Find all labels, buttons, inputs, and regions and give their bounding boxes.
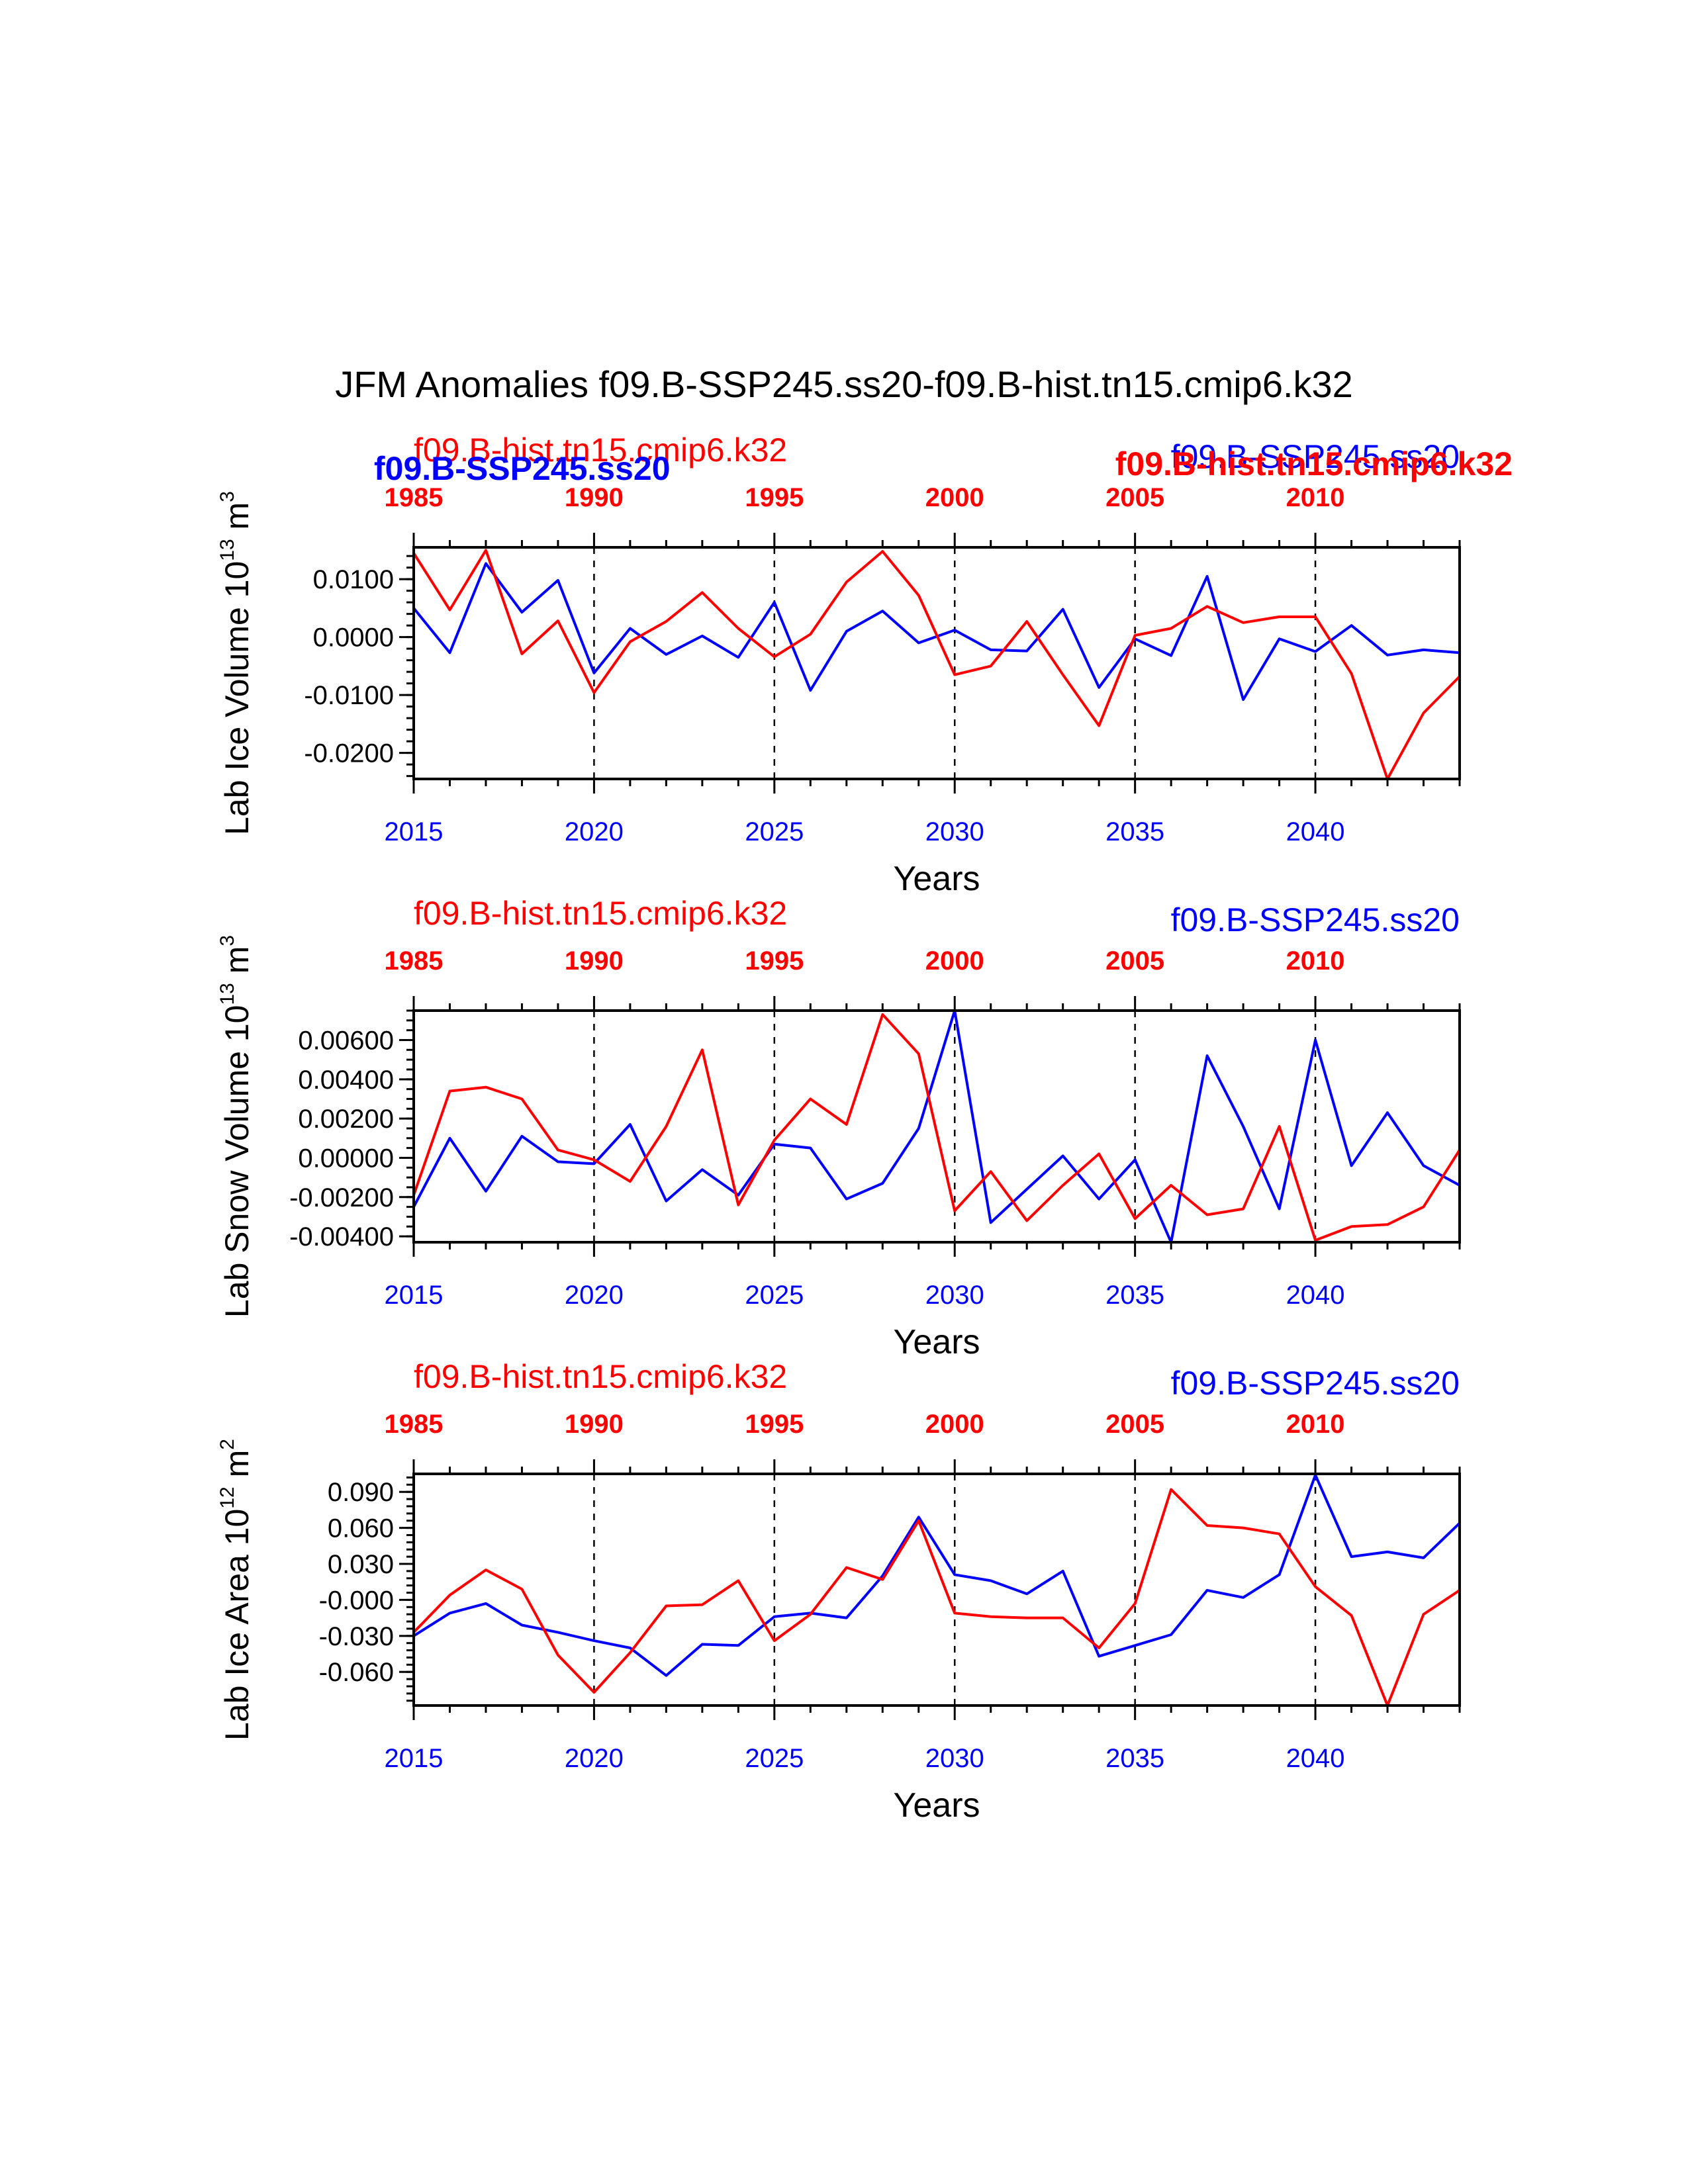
x-axis-title: Years	[893, 1786, 980, 1825]
x-tick-label-top: 1990	[565, 1410, 624, 1439]
plot-frame	[412, 546, 1461, 780]
panel-snow-volume: 2015 2020 2025 2030 2035 2040 1985 1990 1995 2000…	[216, 895, 1461, 1361]
x-tick-label: 2030	[925, 1744, 984, 1773]
x-tick-label-top: 2005	[1105, 946, 1164, 976]
y-tick-label: 0.060	[328, 1514, 394, 1543]
legend-label-hist: f09.B-hist.tn15.cmip6.k32	[414, 1358, 787, 1395]
x-tick-label-top: 1995	[745, 483, 804, 512]
figure-title: JFM Anomalies f09.B-SSP245.ss20-f09.B-hi…	[335, 363, 1353, 405]
legend-label-ssp: f09.B-SSP245.ss20	[1171, 438, 1460, 475]
x-tick-label-top: 1990	[565, 946, 624, 976]
y-tick-label: -0.000	[319, 1586, 394, 1615]
x-tick-label: 2040	[1286, 1744, 1345, 1773]
series-line-ssp	[412, 562, 1460, 702]
series-line-hist	[412, 549, 1461, 780]
x-tick-label: 2025	[745, 1281, 804, 1310]
y-tick-label: 0.00200	[298, 1105, 394, 1134]
x-tick-label: 2030	[925, 1281, 984, 1310]
panel1-hist-bold-label: f09.B-hist.tn15.cmip6.k32	[1115, 445, 1513, 482]
x-axis-title: Years	[893, 860, 980, 898]
plot-frame	[412, 1009, 1461, 1244]
x-tick-label: 2035	[1105, 1744, 1164, 1773]
x-tick-label: 2035	[1105, 817, 1164, 846]
x-tick-label: 2020	[565, 1281, 624, 1310]
y-tick-label: 0.0100	[313, 565, 394, 594]
x-tick-label: 2035	[1105, 1281, 1164, 1310]
y-axis-title: Lab Ice Volume 1013 m3	[216, 491, 256, 835]
x-tick-label-top: 2000	[925, 483, 984, 512]
x-tick-label: 2025	[745, 1744, 804, 1773]
x-tick-label: 2030	[925, 817, 984, 846]
y-tick-label: 0.00600	[298, 1026, 394, 1055]
series-line-hist	[412, 1013, 1461, 1242]
x-tick-label-top: 2000	[925, 1410, 984, 1439]
y-axis-title: Lab Ice Area 1012 m2	[216, 1439, 256, 1741]
x-tick-label: 2020	[565, 817, 624, 846]
x-tick-label: 2015	[385, 1744, 444, 1773]
legend-label-hist: f09.B-hist.tn15.cmip6.k32	[414, 895, 787, 932]
x-tick-label-top: 1985	[385, 1410, 444, 1439]
series-line-ssp	[412, 1473, 1461, 1677]
x-tick-label-top: 2010	[1286, 946, 1345, 976]
y-tick-label: -0.00200	[289, 1183, 394, 1212]
y-tick-label: -0.0100	[304, 681, 394, 710]
x-tick-label-top: 2010	[1286, 1410, 1345, 1439]
x-tick-label: 2025	[745, 817, 804, 846]
x-tick-label-top: 2000	[925, 946, 984, 976]
y-tick-label: -0.0200	[304, 739, 394, 768]
y-axis-title: Lab Snow Volume 1013 m3	[216, 935, 256, 1318]
x-tick-label-top: 1995	[745, 946, 804, 976]
x-tick-label-top: 1995	[745, 1410, 804, 1439]
panel1-ssp-bold-label: f09.B-SSP245.ss20	[374, 450, 671, 487]
x-tick-label-top: 1985	[385, 483, 444, 512]
x-tick-label: 2040	[1286, 817, 1345, 846]
y-tick-label: -0.060	[319, 1658, 394, 1687]
x-tick-label-top: 2005	[1105, 483, 1164, 512]
x-tick-label: 2020	[565, 1744, 624, 1773]
plot-frame	[412, 1473, 1461, 1707]
x-tick-label: 2015	[385, 1281, 444, 1310]
panel-ice-area: 2015 2020 2025 2030 2035 2040 1985 1990 1995 2000…	[216, 1358, 1461, 1825]
x-tick-label-top: 1985	[385, 946, 444, 976]
x-tick-label-top: 2005	[1105, 1410, 1164, 1439]
x-tick-label: 2015	[385, 817, 444, 846]
y-tick-label: -0.030	[319, 1622, 394, 1651]
series-line-ssp	[412, 1009, 1460, 1244]
y-tick-label: 0.00000	[298, 1144, 394, 1173]
y-tick-label: 0.00400	[298, 1066, 394, 1095]
legend-label-ssp: f09.B-SSP245.ss20	[1171, 901, 1460, 938]
y-tick-label: -0.00400	[289, 1222, 394, 1251]
legend-label-ssp: f09.B-SSP245.ss20	[1171, 1365, 1460, 1402]
legend-label-hist: f09.B-hist.tn15.cmip6.k32	[414, 432, 787, 469]
x-tick-label-top: 1990	[565, 483, 624, 512]
y-tick-label: 0.030	[328, 1550, 394, 1579]
y-tick-label: 0.0000	[313, 623, 394, 653]
x-tick-label-top: 2010	[1286, 483, 1345, 512]
series-line-hist	[412, 1488, 1461, 1707]
y-tick-label: 0.090	[328, 1478, 394, 1507]
x-axis-title: Years	[893, 1323, 980, 1361]
panel-ice-volume: 2015 2020 2025 2030 2035 2040 1985 1990 1995 2000…	[216, 432, 1461, 898]
x-tick-label: 2040	[1286, 1281, 1345, 1310]
